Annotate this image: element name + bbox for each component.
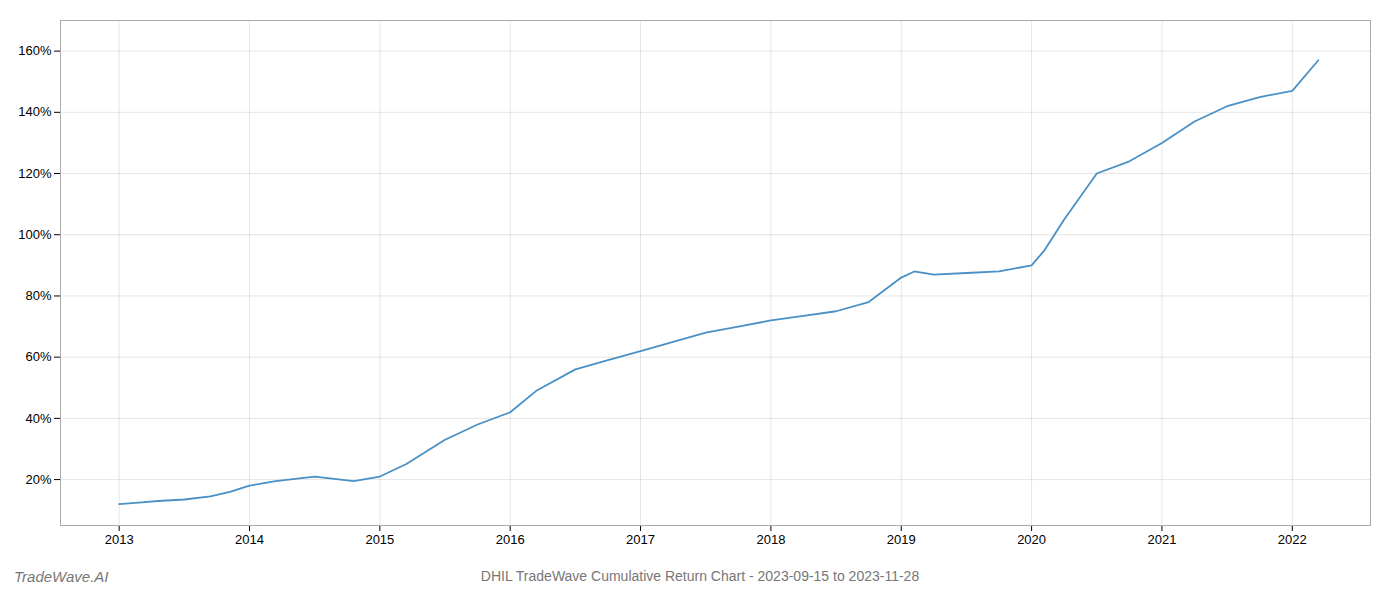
svg-text:2019: 2019 (887, 532, 916, 547)
svg-text:2021: 2021 (1147, 532, 1176, 547)
svg-text:100%: 100% (18, 227, 52, 242)
html-text:TradeWave.AI: TradeWave.AI (14, 568, 109, 585)
svg-text:2022: 2022 (1278, 532, 1307, 547)
svg-text:2015: 2015 (365, 532, 394, 547)
svg-text:140%: 140% (18, 104, 52, 119)
svg-text:2014: 2014 (235, 532, 264, 547)
svg-text:2017: 2017 (626, 532, 655, 547)
svg-text:60%: 60% (25, 349, 51, 364)
svg-text:2018: 2018 (756, 532, 785, 547)
svg-text:120%: 120% (18, 166, 52, 181)
svg-text:20%: 20% (25, 472, 51, 487)
svg-text:2013: 2013 (105, 532, 134, 547)
svg-text:2016: 2016 (496, 532, 525, 547)
html-text:DHIL TradeWave Cumulative Retu: DHIL TradeWave Cumulative Return Chart -… (480, 568, 920, 584)
svg-text:2020: 2020 (1017, 532, 1046, 547)
svg-text:80%: 80% (25, 288, 51, 303)
svg-text:160%: 160% (18, 43, 52, 58)
svg-text:40%: 40% (25, 411, 51, 426)
